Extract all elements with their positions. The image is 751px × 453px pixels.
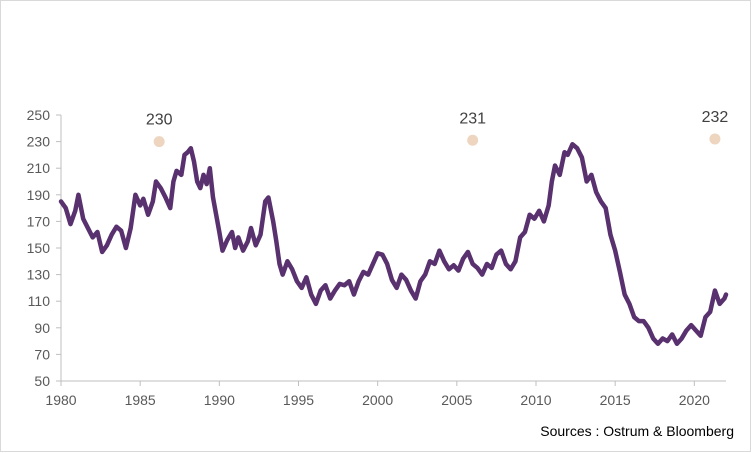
x-tick-label: 2015 <box>600 392 631 408</box>
x-tick-label: 2010 <box>520 392 551 408</box>
peak-label-1: 230 <box>146 112 173 129</box>
peak-marker-1 <box>153 136 165 148</box>
y-tick-label: 130 <box>27 267 51 283</box>
peak-labels: 230 231 232 <box>146 109 729 129</box>
x-tick-label: 1985 <box>125 392 156 408</box>
x-tick-label: 2020 <box>679 392 710 408</box>
peak-label-3: 232 <box>702 109 729 126</box>
y-tick-label: 250 <box>27 107 51 123</box>
y-tick-label: 70 <box>34 346 50 362</box>
source-note: Sources : Ostrum & Bloomberg <box>540 423 734 439</box>
y-tick-label: 190 <box>27 187 51 203</box>
peak-marker-2 <box>467 134 479 146</box>
y-tick-label: 230 <box>27 134 51 150</box>
x-tick-label: 2000 <box>362 392 393 408</box>
series-lines <box>58 142 729 347</box>
x-tick-label: 2005 <box>441 392 472 408</box>
y-tick-label: 50 <box>34 373 50 389</box>
x-tick-label: 1990 <box>204 392 235 408</box>
y-tick-label: 110 <box>28 293 51 309</box>
peak-label-2: 231 <box>459 110 486 127</box>
x-tick-label: 1980 <box>45 392 76 408</box>
series-line-1 <box>58 142 729 347</box>
y-tick-label: 210 <box>27 160 51 176</box>
y-tick-labels: 50 70 90 110 130 150 170 190 210 230 250 <box>27 107 61 389</box>
axes <box>60 115 726 382</box>
peak-marker-3 <box>709 133 721 145</box>
y-tick-label: 150 <box>27 240 51 256</box>
x-tick-labels: 1980 1985 1990 1995 2000 2005 2010 2015 2020 <box>45 381 710 408</box>
x-tick-label: 1995 <box>283 392 314 408</box>
y-tick-label: 170 <box>27 213 51 229</box>
y-tick-label: 90 <box>34 320 50 336</box>
peak-markers <box>153 133 721 148</box>
